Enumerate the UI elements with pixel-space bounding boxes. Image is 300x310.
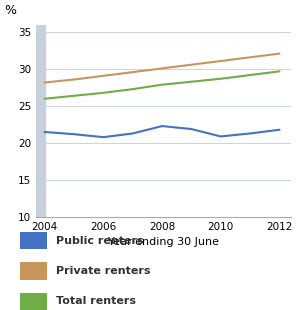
Bar (36, 25, 45, 217)
FancyBboxPatch shape (20, 262, 47, 280)
FancyBboxPatch shape (20, 232, 47, 249)
Text: Private renters: Private renters (56, 266, 150, 276)
FancyBboxPatch shape (20, 293, 47, 310)
Y-axis label: %: % (4, 4, 16, 17)
Text: Public renters: Public renters (56, 236, 143, 246)
Text: Total renters: Total renters (56, 296, 136, 306)
X-axis label: Year ending 30 June: Year ending 30 June (108, 237, 219, 247)
